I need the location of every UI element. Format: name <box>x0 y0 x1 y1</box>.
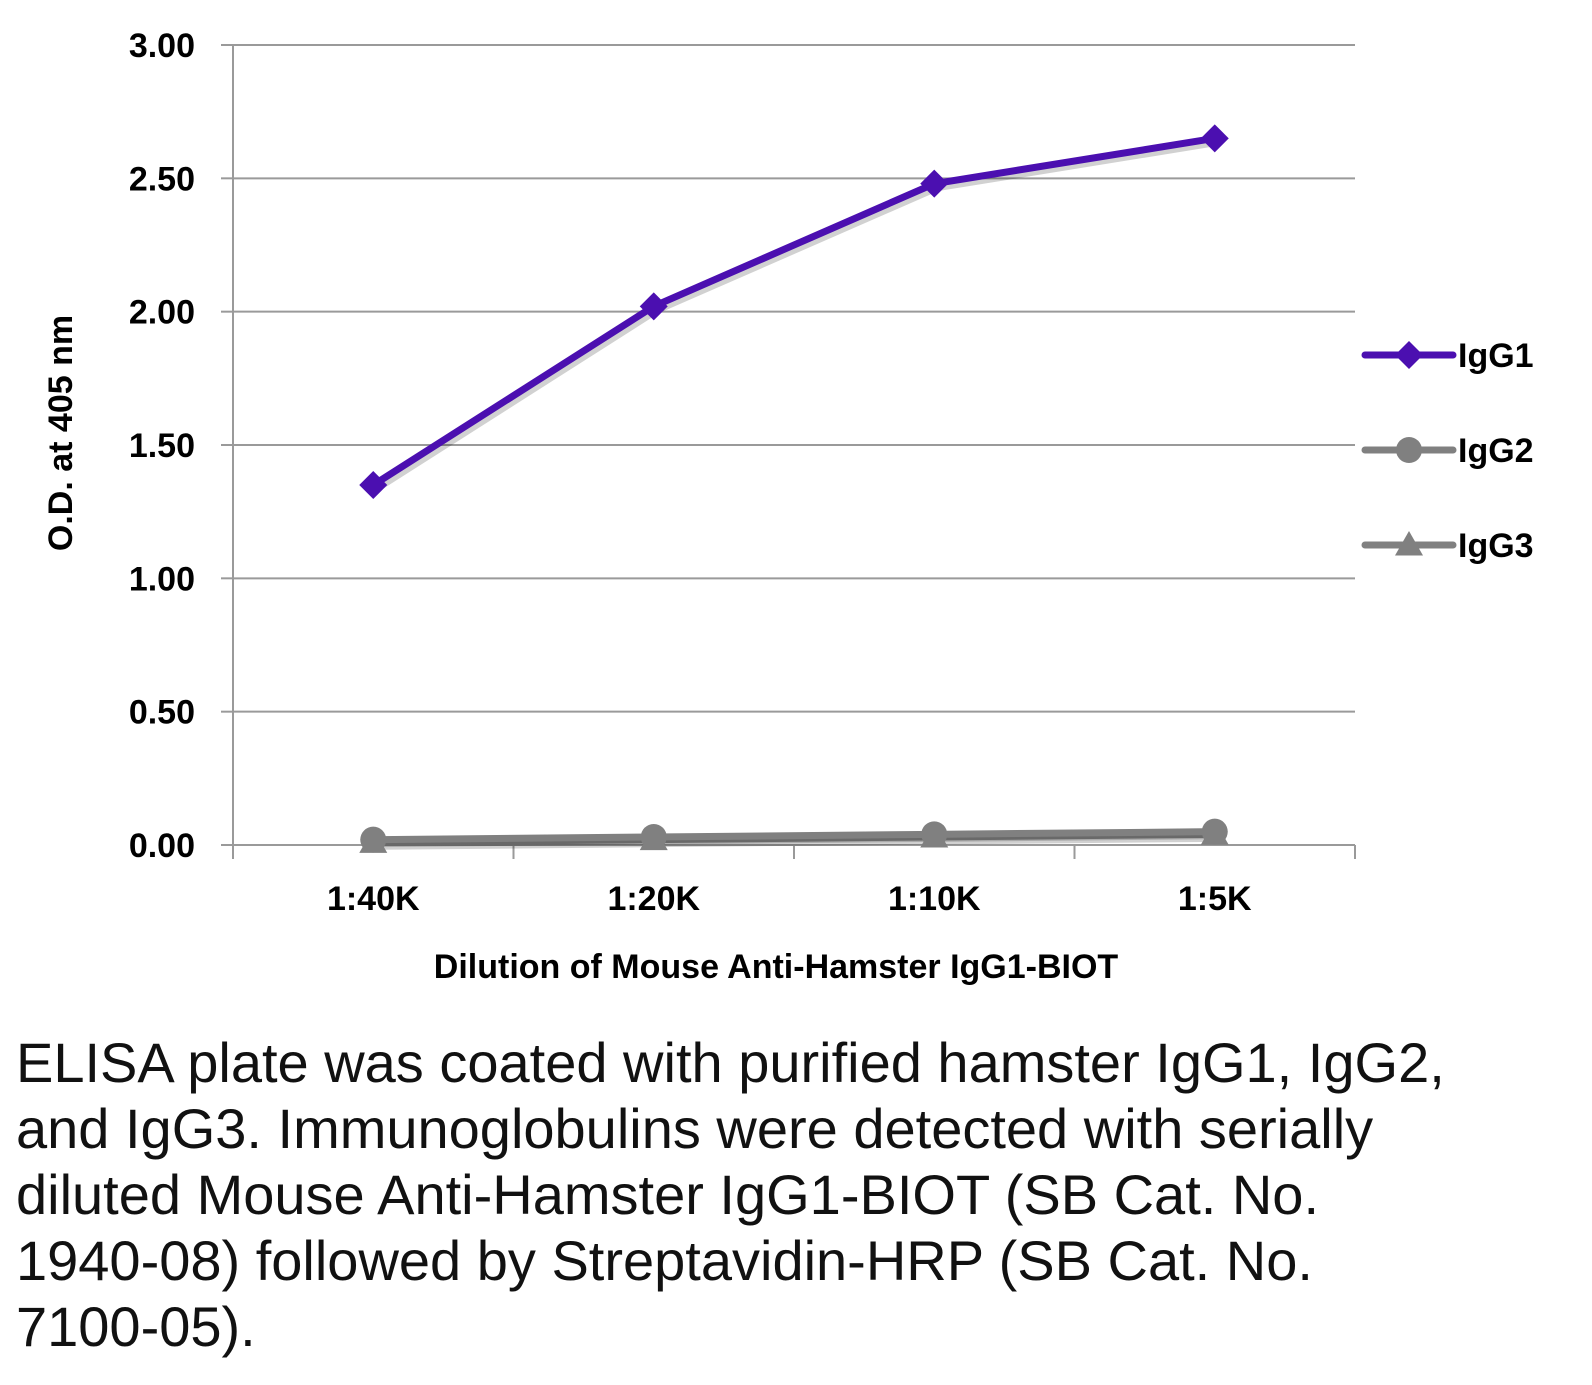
data-point-diamond <box>1395 341 1423 369</box>
y-tick-label: 3.00 <box>129 27 195 65</box>
legend-item-igg1: IgG1 <box>1365 337 1534 375</box>
legend: IgG1 IgG2 IgG3 <box>1365 337 1534 565</box>
axes <box>221 45 1355 859</box>
x-tick-label: 1:10K <box>888 880 981 918</box>
data-point-circle <box>641 824 667 850</box>
figure-caption: ELISA plate was coated with purified ham… <box>16 1030 1456 1360</box>
y-tick-label: 0.00 <box>129 827 195 865</box>
y-tick-label: 2.00 <box>129 294 195 332</box>
legend-label: IgG2 <box>1458 432 1534 470</box>
y-tick-label: 1.00 <box>129 560 195 598</box>
data-point-circle <box>1396 437 1422 463</box>
data-point-circle <box>921 821 947 847</box>
x-tick-label: 1:20K <box>607 880 700 918</box>
data-point-circle <box>360 827 386 853</box>
x-tick-label: 1:5K <box>1178 880 1252 918</box>
y-tick-label: 0.50 <box>129 694 195 732</box>
data-point-diamond <box>1201 124 1229 152</box>
y-tick-label: 2.50 <box>129 160 195 198</box>
x-axis-title: Dilution of Mouse Anti-Hamster IgG1-BIOT <box>434 948 1119 986</box>
x-tick-label: 1:40K <box>327 880 420 918</box>
elisa-line-chart: 0.00 0.50 1.00 1.50 2.00 2.50 3.00 1:40K 1:20K 1:… <box>0 0 1592 1020</box>
data-point-circle <box>1202 819 1228 845</box>
legend-label: IgG1 <box>1458 337 1534 375</box>
series-shadow <box>376 142 1218 489</box>
y-axis-title: O.D. at 405 nm <box>42 315 80 551</box>
series <box>359 124 1229 853</box>
legend-item-igg3: IgG3 <box>1365 527 1534 565</box>
legend-item-igg2: IgG2 <box>1365 432 1534 470</box>
y-tick-label: 1.50 <box>129 427 195 465</box>
legend-label: IgG3 <box>1458 527 1534 565</box>
